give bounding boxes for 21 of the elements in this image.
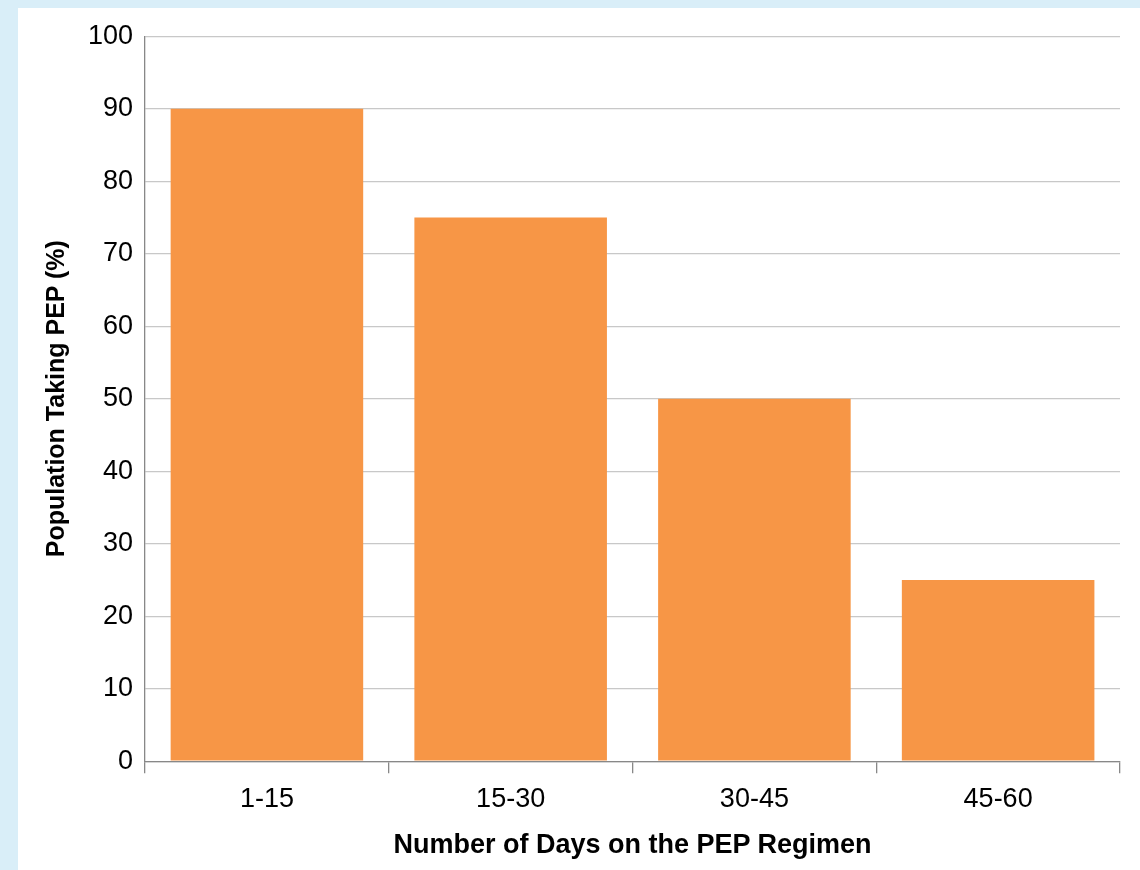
y-axis-title: Population Taking PEP (%) [40, 240, 69, 558]
y-tick-label: 40 [103, 454, 134, 485]
y-tick-label: 90 [103, 92, 134, 123]
x-tick-label: 30-45 [719, 782, 789, 813]
y-tick-label: 20 [103, 599, 134, 630]
y-tick-label: 80 [103, 164, 134, 195]
y-tick-label: 10 [103, 672, 134, 703]
y-tick-label: 70 [103, 237, 134, 268]
x-tick-label: 45-60 [963, 782, 1033, 813]
y-tick-label: 30 [103, 527, 134, 558]
bar [658, 398, 851, 761]
bar [414, 217, 607, 761]
bar [170, 108, 364, 761]
x-tick-label: 1-15 [239, 782, 294, 813]
y-tick-label: 60 [103, 309, 134, 340]
y-tick-label: 0 [118, 744, 134, 775]
bar [901, 579, 1095, 761]
y-tick-label: 50 [103, 382, 134, 413]
x-tick-label: 15-30 [476, 782, 546, 813]
y-tick-label: 100 [87, 19, 134, 50]
x-axis-title: Number of Days on the PEP Regimen [393, 829, 872, 860]
